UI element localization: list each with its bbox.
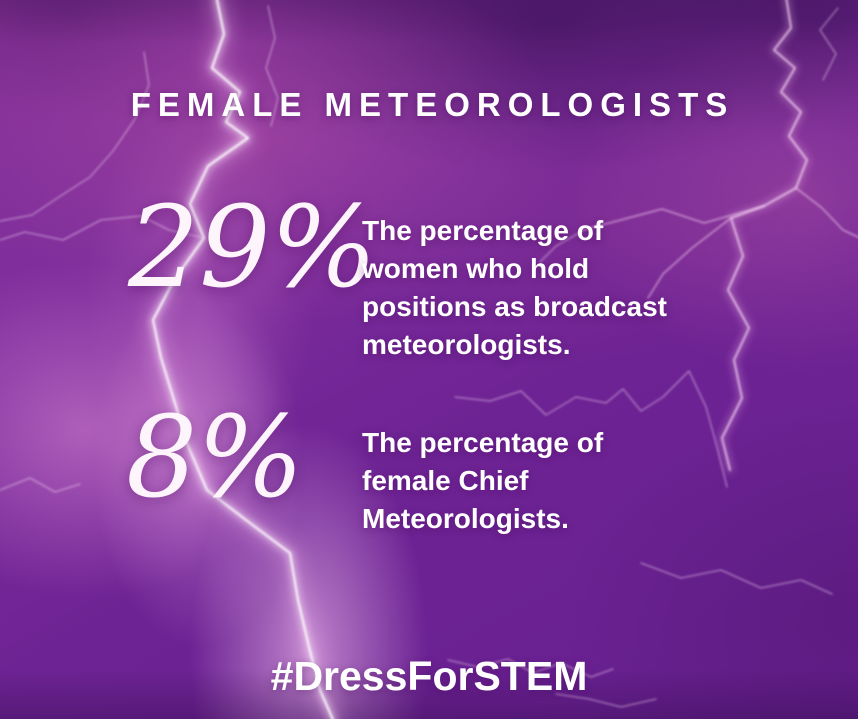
- hashtag-dressforstem: #DressForSTEM: [270, 653, 588, 699]
- poster-title: FEMALE METEOROLOGISTS: [130, 86, 735, 123]
- stat-description-broadcast: The percentage of women who hold positio…: [362, 215, 667, 361]
- stat-value-chief: 8%: [126, 393, 304, 523]
- stat-description-chief: The percentage of female Chief Meteorolo…: [362, 427, 604, 535]
- stat-value-broadcast: 29%: [128, 183, 377, 313]
